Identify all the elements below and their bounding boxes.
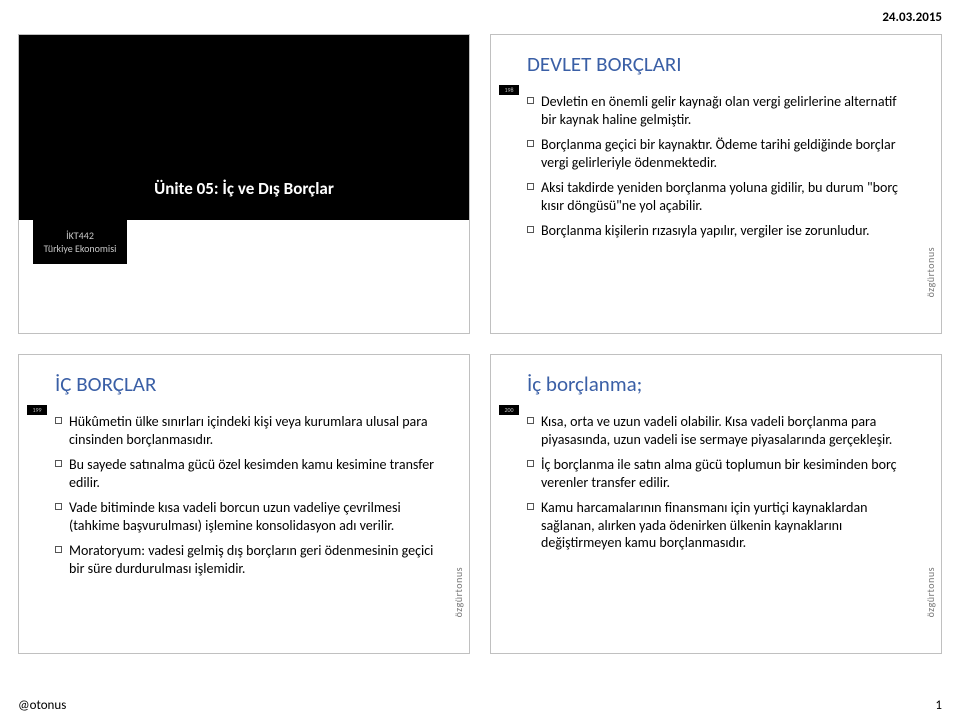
bullet-list: Hükûmetin ülke sınırları içindeki kişi v… [55, 413, 441, 585]
attribution-label: özgürtonus [924, 247, 937, 297]
list-item: Kısa, orta ve uzun vadeli olabilir. Kısa… [527, 413, 913, 448]
slide-pagenum: 199 [27, 405, 47, 415]
attribution-label: özgürtonus [924, 567, 937, 617]
attribution-label: özgürtonus [452, 567, 465, 617]
list-item: Borçlanma geçici bir kaynaktır. Ödeme ta… [527, 136, 913, 171]
unit-title: Ünite 05: İç ve Dış Borçlar [19, 178, 469, 199]
page-date: 24.03.2015 [882, 10, 942, 25]
list-item: Kamu harcamalarının finansmanı için yurt… [527, 499, 913, 552]
list-item: Bu sayede satınalma gücü özel kesimden k… [55, 456, 441, 491]
slide-heading: DEVLET BORÇLARI [527, 51, 931, 77]
title-black-block: Ünite 05: İç ve Dış Borçlar [19, 35, 469, 220]
slide-ic-borclar: İÇ BORÇLAR 199 Hükûmetin ülke sınırları … [18, 354, 470, 654]
bullet-list: Devletin en önemli gelir kaynağı olan ve… [527, 93, 913, 248]
bullet-list: Kısa, orta ve uzun vadeli olabilir. Kısa… [527, 413, 913, 560]
slide-ic-borclanma: İç borçlanma; 200 Kısa, orta ve uzun vad… [490, 354, 942, 654]
list-item: Aksi takdirde yeniden borçlanma yoluna g… [527, 179, 913, 214]
list-item: Moratoryum: vadesi gelmiş dış borçların … [55, 542, 441, 577]
slide-heading: İÇ BORÇLAR [55, 371, 459, 397]
slide-title-card: Ünite 05: İç ve Dış Borçlar İKT442 Türki… [18, 34, 470, 334]
slide-heading: İç borçlanma; [527, 371, 931, 397]
course-name: Türkiye Ekonomisi [44, 242, 117, 255]
list-item: Devletin en önemli gelir kaynağı olan ve… [527, 93, 913, 128]
footer-handle: @otonus [18, 698, 66, 713]
list-item: Borçlanma kişilerin rızasıyla yapılır, v… [527, 222, 913, 240]
page-number: 1 [935, 698, 942, 713]
slide-devlet-borclari: DEVLET BORÇLARI 198 Devletin en önemli g… [490, 34, 942, 334]
slide-pagenum: 200 [499, 405, 519, 415]
slide-grid: Ünite 05: İç ve Dış Borçlar İKT442 Türki… [0, 34, 960, 654]
course-block: İKT442 Türkiye Ekonomisi [33, 220, 127, 264]
list-item: Hükûmetin ülke sınırları içindeki kişi v… [55, 413, 441, 448]
course-code: İKT442 [66, 229, 94, 242]
list-item: İç borçlanma ile satın alma gücü toplumu… [527, 456, 913, 491]
list-item: Vade bitiminde kısa vadeli borcun uzun v… [55, 499, 441, 534]
slide-pagenum: 198 [499, 85, 519, 95]
